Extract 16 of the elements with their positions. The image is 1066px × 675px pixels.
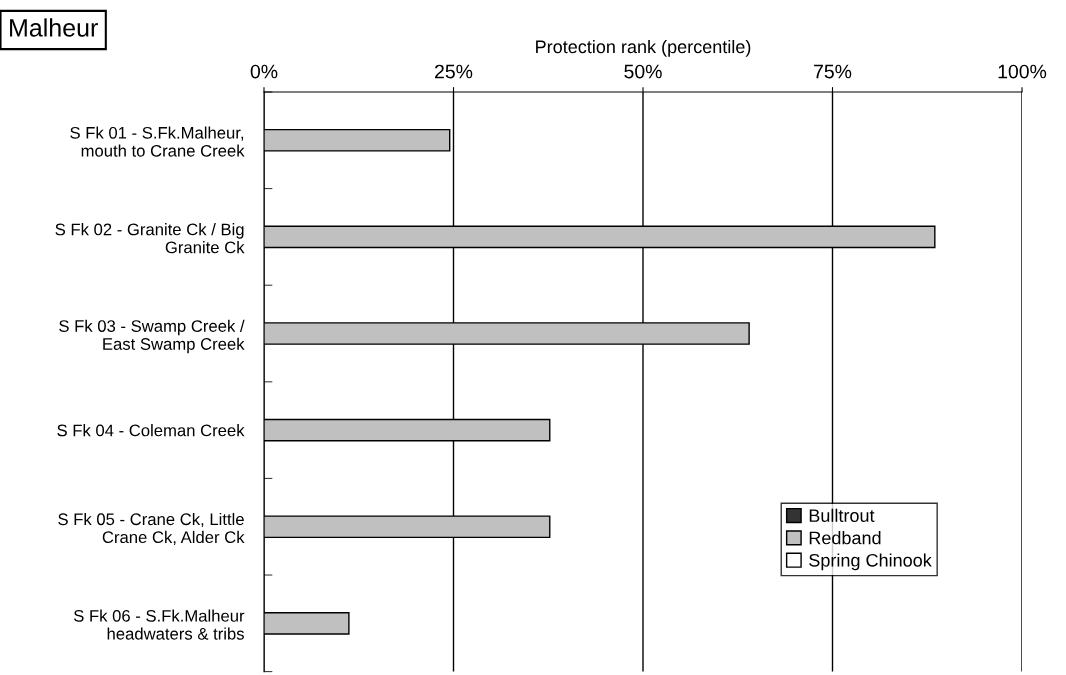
x-tick-label: 100%	[998, 64, 1047, 79]
legend-label: Bulltrout	[809, 508, 875, 522]
y-tick-label: S Fk 05 - Crane Ck, Little Crane Ck, Alder Ck	[58, 512, 245, 546]
legend-label: Spring Chinook	[809, 553, 932, 571]
x-tick-label: 50%	[624, 64, 662, 79]
x-axis-title: Protection rank (percentile)	[536, 39, 751, 57]
x-tick-label: 25%	[435, 64, 473, 79]
y-tick-label: S Fk 04 - Coleman Creek	[57, 424, 245, 437]
x-tick-label: 0%	[250, 64, 278, 79]
y-tick-label: S Fk 03 - Swamp Creek / East Swamp Creek	[59, 319, 245, 354]
y-tick-label: S Fk 01 - S.Fk.Malheur, mouth to Crane Creek	[70, 126, 245, 157]
x-tick-label: 75%	[814, 64, 852, 79]
y-tick-label: S Fk 02 - Granite Ck / Big Granite Ck	[55, 223, 245, 254]
text: Malheur	[10, 18, 98, 37]
y-tick-label: S Fk 06 - S.Fk.Malheur headwaters & tribs	[73, 609, 245, 640]
legend-label: Redband	[809, 531, 881, 545]
